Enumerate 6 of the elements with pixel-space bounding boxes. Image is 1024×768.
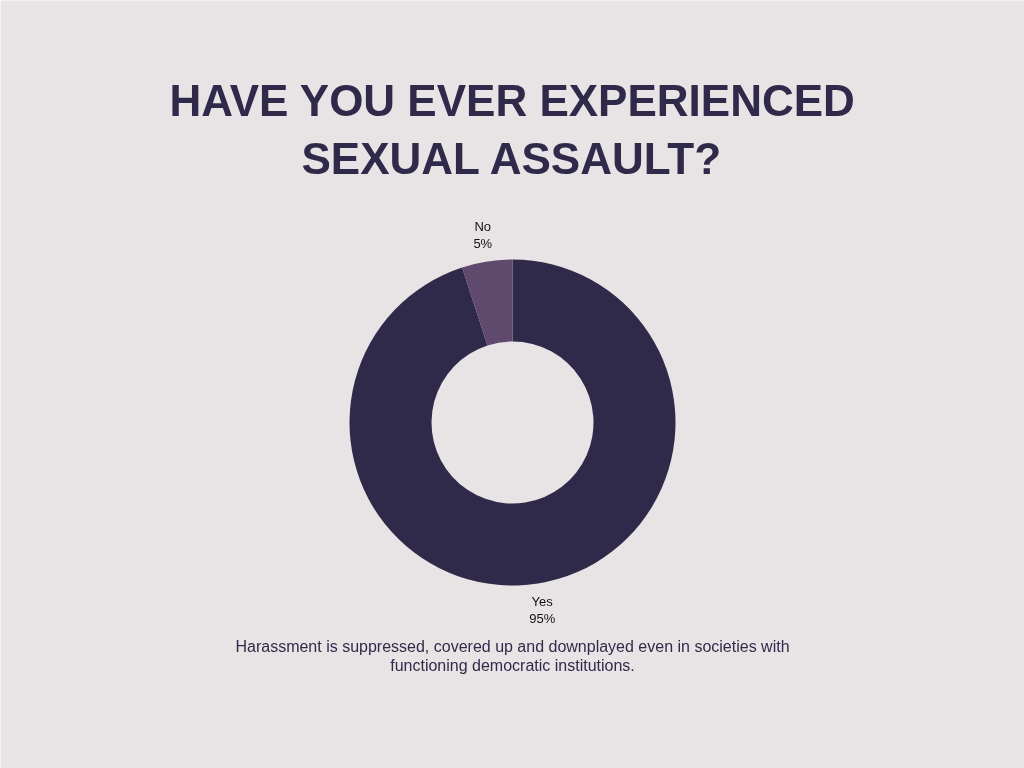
chart-title: HAVE YOU EVER EXPERIENCED SEXUAL ASSAULT?: [169, 76, 855, 183]
data-label: 95%: [529, 611, 556, 627]
text: Harassment is suppressed, covered up and downplayed even in societies with functioning democratic institutions.: [235, 638, 790, 674]
slice-label: Yes: [531, 594, 554, 610]
data-label: 5%: [473, 235, 493, 251]
slice-label: No: [474, 218, 492, 234]
